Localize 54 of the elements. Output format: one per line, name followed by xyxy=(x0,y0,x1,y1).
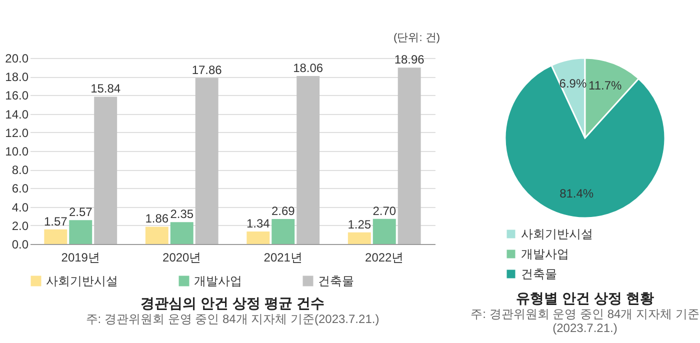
bar xyxy=(398,68,421,244)
legend-label: 개발사업 xyxy=(521,247,569,261)
y-tick-label: 2.0 xyxy=(12,218,29,233)
data-label: 18.06 xyxy=(293,61,324,76)
y-tick-label: 12.0 xyxy=(5,126,29,140)
bar xyxy=(170,222,194,244)
data-label: 1.34 xyxy=(246,216,270,231)
data-label: 6.9% xyxy=(559,76,587,90)
data-label: 15.84 xyxy=(90,82,121,96)
data-label: 2.57 xyxy=(68,205,93,220)
legend-label: 개발사업 xyxy=(194,274,242,288)
legend-label: 사회기반시설 xyxy=(46,274,118,288)
x-tick-label: 2020년 xyxy=(162,250,202,264)
text: 주: 경관위원회 운영 중인 84개 지자체 기준(2023.7.21.) xyxy=(86,312,380,326)
data-label: 2.69 xyxy=(271,204,296,218)
data-label: 11.7% xyxy=(588,78,622,93)
y-tick-label: 6.0 xyxy=(12,182,29,196)
data-label: 17.86 xyxy=(192,62,222,77)
bar xyxy=(348,232,371,244)
legend-label: 사회기반시설 xyxy=(521,227,593,241)
bar xyxy=(44,229,68,244)
data-label: 1.25 xyxy=(348,217,372,232)
data-label: 1.86 xyxy=(145,212,169,226)
x-tick-label: 2019년 xyxy=(61,250,100,264)
bar xyxy=(296,76,320,244)
data-label: 2.35 xyxy=(170,207,194,222)
legend-label: 건축물 xyxy=(318,274,354,288)
bar xyxy=(246,232,270,244)
x-tick-label: 2021년 xyxy=(264,250,302,264)
x-tick-label: 2022년 xyxy=(365,250,404,264)
bar xyxy=(145,226,168,244)
y-tick-label: 0.0 xyxy=(12,238,29,252)
text: 주: 경관위원회 운영 중인 84개 지자체 기준 xyxy=(470,307,700,321)
y-tick-label: 4.0 xyxy=(12,200,29,214)
text: (단위: 건) xyxy=(394,32,440,44)
bar xyxy=(94,96,118,244)
bar xyxy=(195,78,218,244)
data-label: 1.57 xyxy=(44,214,68,228)
y-tick-label: 10.0 xyxy=(5,144,29,158)
data-label: 2.70 xyxy=(372,204,396,218)
y-tick-label: 8.0 xyxy=(12,163,29,178)
legend-label: 건축물 xyxy=(521,267,557,281)
y-tick-label: 14.0 xyxy=(5,107,29,122)
bar xyxy=(372,218,396,244)
y-tick-label: 18.0 xyxy=(5,70,29,84)
data-label: 18.96 xyxy=(394,52,425,67)
bar xyxy=(272,218,295,244)
text: 유형별 안건 상정 현황 xyxy=(516,290,654,306)
y-tick-label: 16.0 xyxy=(5,88,29,103)
data-label: 81.4% xyxy=(560,186,594,200)
text: 경관심의 안건 상정 평균 건수 xyxy=(140,295,324,311)
text: (2023.7.21.) xyxy=(552,321,618,335)
y-tick-label: 20.0 xyxy=(5,52,29,66)
bar xyxy=(69,220,92,244)
